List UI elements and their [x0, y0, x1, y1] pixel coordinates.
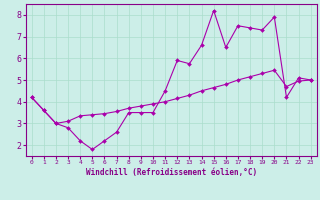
X-axis label: Windchill (Refroidissement éolien,°C): Windchill (Refroidissement éolien,°C): [86, 168, 257, 177]
